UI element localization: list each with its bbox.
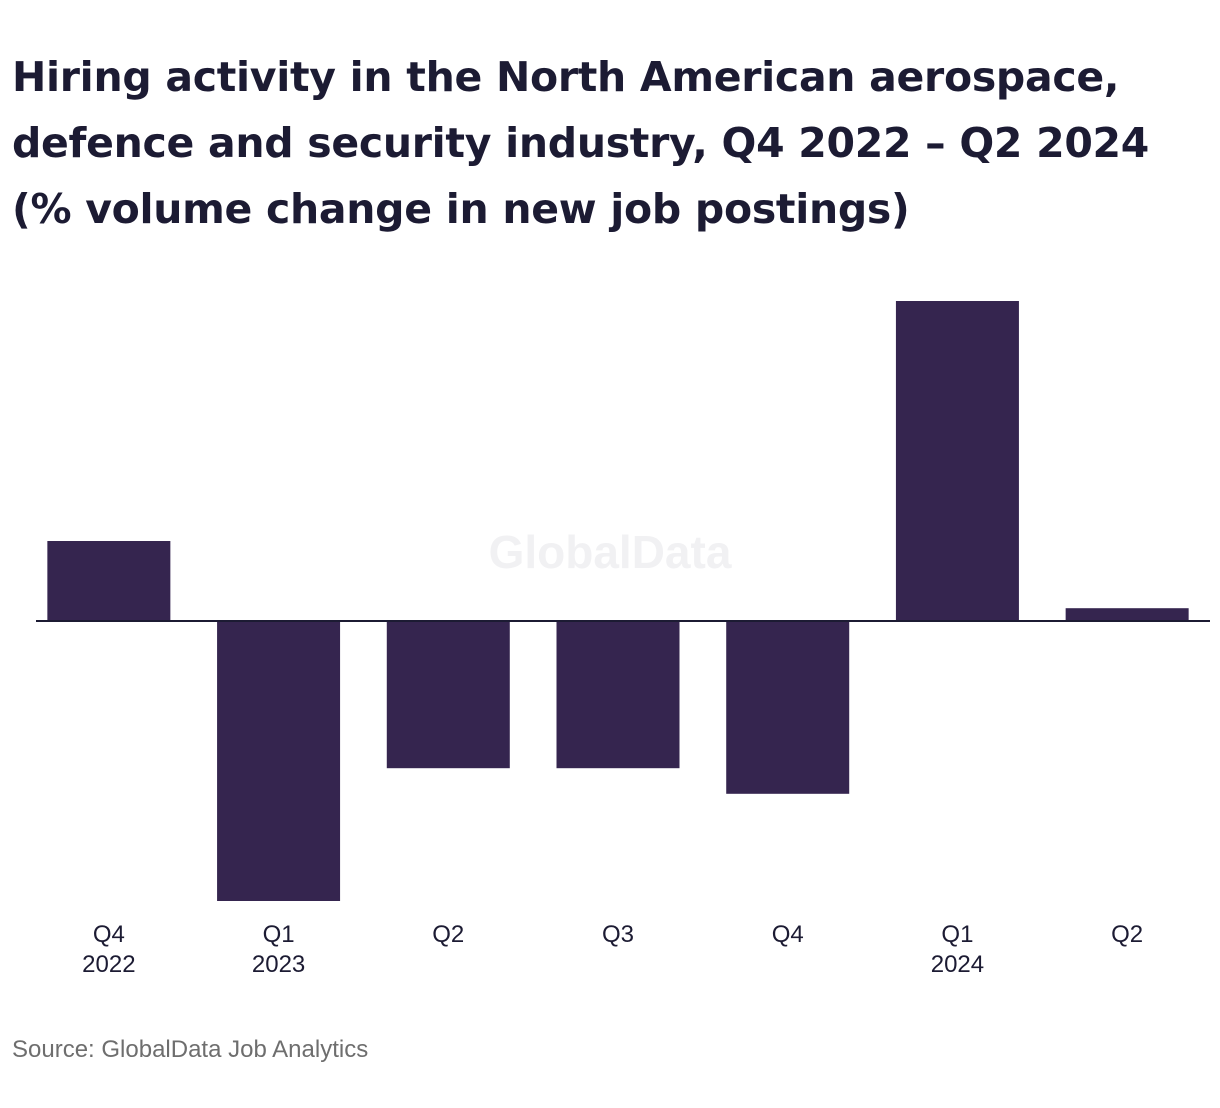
bar-6 [1065, 608, 1189, 621]
title-line-1: Hiring activity in the North American ae… [12, 53, 1120, 101]
x-tick-label-1-1: 2023 [252, 951, 305, 978]
bar-0 [47, 541, 171, 621]
x-tick-label-6-0: Q2 [1111, 921, 1143, 948]
bar-1 [217, 621, 341, 901]
x-axis-labels: Q4 2022 Q1 2023 Q2 Q3 Q4 Q1 2024 Q2 [82, 921, 1143, 978]
x-tick-label-5-0: Q1 [941, 921, 973, 948]
bar-5 [895, 301, 1019, 621]
bars-group [47, 301, 1189, 901]
title-line-3: (% volume change in new job postings) [12, 185, 910, 233]
x-tick-label-5-1: 2024 [931, 951, 984, 978]
x-tick-label-3-0: Q3 [602, 921, 634, 948]
source-note: Source: GlobalData Job Analytics [12, 1036, 369, 1063]
x-tick-label-1-0: Q1 [263, 921, 295, 948]
x-tick-label-2-0: Q2 [432, 921, 464, 948]
x-tick-label-0-0: Q4 [93, 921, 125, 948]
x-tick-label-4-0: Q4 [772, 921, 804, 948]
watermark-logo: GlobalData [489, 526, 732, 578]
x-tick-label-0-1: 2022 [82, 951, 135, 978]
bar-3 [556, 621, 680, 769]
bar-2 [386, 621, 510, 769]
title-line-2: defence and security industry, Q4 2022 –… [12, 119, 1150, 167]
chart-title: Hiring activity in the North American ae… [12, 44, 1202, 242]
bar-4 [726, 621, 850, 794]
